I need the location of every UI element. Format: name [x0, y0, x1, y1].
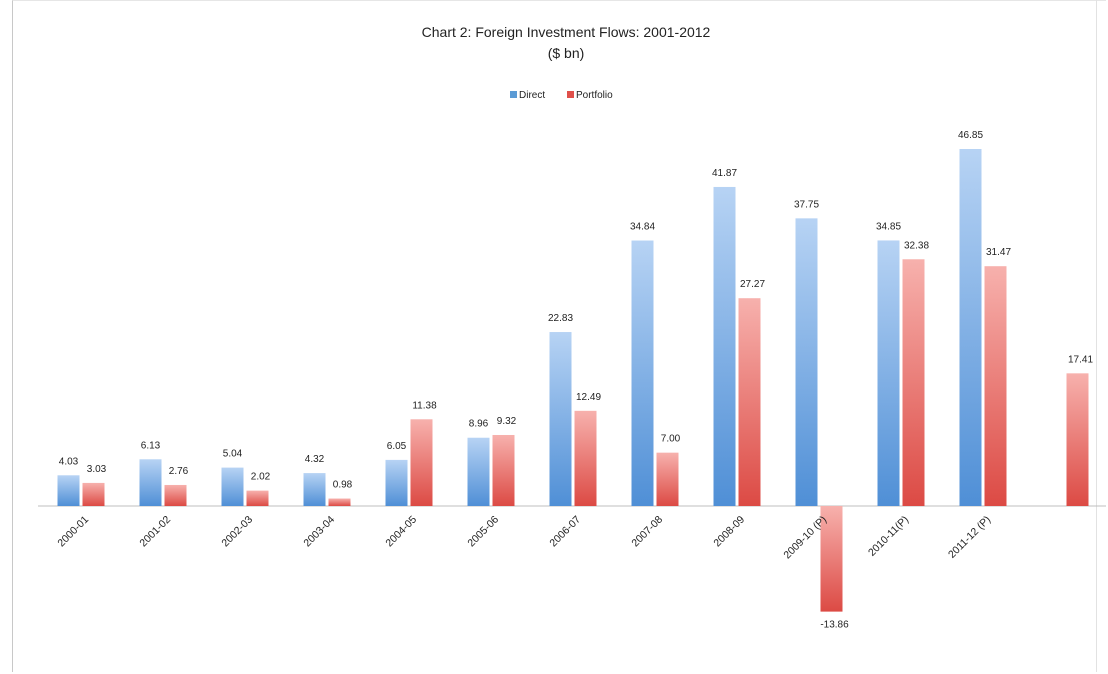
bar-direct-2005-06: [467, 437, 490, 506]
bar-portfolio-2001-02: [164, 484, 187, 506]
data-label-portfolio: 31.47: [986, 247, 1011, 258]
chart-frame: [12, 0, 1106, 672]
x-tick-label: 2003-04: [301, 514, 337, 550]
data-label-direct: 4.32: [305, 454, 325, 465]
bar-portfolio-2008-09: [738, 298, 761, 506]
bar-portfolio-2004-05: [410, 419, 433, 506]
data-label-direct: 22.83: [548, 313, 573, 324]
x-tick-label: 2011-12 (P): [946, 514, 993, 561]
bar-direct-2007-08: [631, 240, 654, 506]
data-label-direct: 6.13: [141, 440, 161, 451]
data-label-direct: 41.87: [712, 168, 737, 179]
chart-subtitle: ($ bn): [548, 45, 585, 61]
bar-portfolio-2010-11(P): [902, 259, 925, 506]
data-label-portfolio: 9.32: [497, 416, 517, 427]
legend-label-direct: Direct: [519, 90, 545, 101]
data-label-portfolio: 0.98: [333, 480, 353, 491]
data-label-direct: 34.85: [876, 221, 901, 232]
legend-label-portfolio: Portfolio: [576, 90, 613, 101]
data-label-direct: 8.96: [469, 419, 489, 430]
data-label-portfolio: 2.02: [251, 472, 271, 483]
bar-portfolio-2003-04: [328, 498, 351, 506]
chart-frame-edge: [1096, 0, 1106, 672]
bar-direct-2011-12 (P): [959, 149, 982, 507]
data-label-portfolio: 11.38: [412, 400, 437, 411]
data-label-direct: 4.03: [59, 456, 79, 467]
bar-direct-2009-10 (P): [795, 218, 818, 506]
bar-portfolio-2009-10 (P): [820, 506, 843, 612]
x-tick-label: 2010-11(P): [866, 514, 911, 559]
data-label-direct: 37.75: [794, 199, 819, 210]
legend: Direct Portfolio: [510, 90, 613, 101]
bar-direct-2008-09: [713, 186, 736, 506]
x-tick-label: 2005-06: [465, 514, 501, 550]
legend-swatch-direct: [510, 91, 517, 98]
x-tick-label: 2008-09: [711, 514, 747, 550]
chart-title: Chart 2: Foreign Investment Flows: 2001-…: [422, 24, 711, 40]
bar-direct-2001-02: [139, 459, 162, 506]
bar-direct-2000-01: [57, 475, 80, 506]
data-label-portfolio: 27.27: [740, 279, 765, 290]
x-tick-label: 2000-01: [55, 514, 91, 550]
data-label-portfolio: 32.38: [904, 240, 929, 251]
data-label-portfolio: 17.41: [1068, 354, 1093, 365]
bar-portfolio-2011-12 (P): [984, 266, 1007, 506]
data-label-portfolio: 7.00: [661, 434, 681, 445]
bar-direct-2003-04: [303, 473, 326, 506]
bar-direct-2010-11(P): [877, 240, 900, 506]
bar-portfolio-2007-08: [656, 452, 679, 506]
plot-area: 4.03 3.03 2000-01 6.13 2.76 2001-02 5.04 2.02 20…: [38, 130, 1106, 631]
x-tick-label: 2001-02: [137, 514, 173, 550]
bar-direct-2002-03: [221, 467, 244, 506]
data-label-portfolio: 3.03: [87, 464, 107, 475]
bar-portfolio-2006-07: [574, 410, 597, 506]
bar-portfolio-extra: [1066, 373, 1089, 506]
bar-portfolio-2005-06: [492, 434, 515, 506]
data-label-portfolio: -13.86: [820, 620, 849, 631]
x-tick-label: 2002-03: [219, 514, 255, 550]
bar-portfolio-2002-03: [246, 490, 269, 506]
bar-direct-2006-07: [549, 332, 572, 506]
data-label-portfolio: 12.49: [576, 392, 601, 403]
bar-direct-2004-05: [385, 459, 408, 506]
data-label-direct: 46.85: [958, 130, 983, 141]
data-label-direct: 6.05: [387, 441, 407, 452]
x-tick-label: 2007-08: [629, 514, 665, 550]
x-tick-label: 2006-07: [547, 514, 583, 550]
data-label-portfolio: 2.76: [169, 466, 189, 477]
bar-portfolio-2000-01: [82, 482, 105, 506]
x-tick-label: 2004-05: [383, 514, 419, 550]
data-label-direct: 5.04: [223, 449, 243, 460]
data-label-direct: 34.84: [630, 222, 655, 233]
legend-swatch-portfolio: [567, 91, 574, 98]
